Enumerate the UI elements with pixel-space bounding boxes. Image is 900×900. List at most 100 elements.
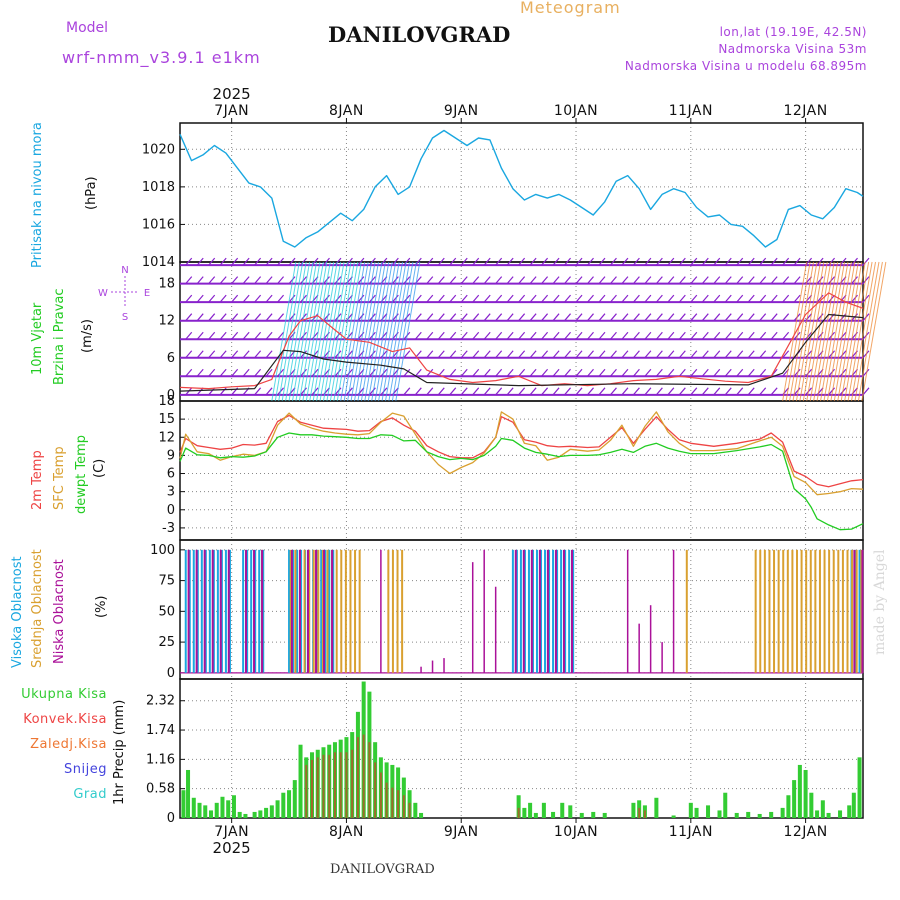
precip-conv-bar (345, 752, 348, 818)
precip-total-bar (281, 792, 286, 818)
wind-barb (736, 387, 744, 396)
precip-conv-bar (316, 757, 319, 818)
wind-barb (552, 276, 560, 285)
wind-barb (713, 350, 721, 359)
precip-conv-bar (643, 810, 646, 818)
wind-barb (610, 331, 617, 340)
wind-barb (518, 313, 526, 322)
wind-strong-stroke (360, 261, 386, 402)
precip-conv-bar (310, 759, 314, 818)
precip-total-bar (797, 764, 802, 818)
precip-total-bar (694, 807, 699, 818)
wind-barb (541, 294, 549, 303)
top-day-label: 9JAN (444, 103, 479, 119)
wind-barb (598, 387, 606, 396)
ytick-label: 0 (167, 503, 175, 518)
wind-barb (506, 313, 514, 322)
wind-barb (667, 257, 675, 266)
compass-s: S (122, 312, 128, 323)
wind-barb (414, 368, 422, 377)
wind-barb (793, 294, 801, 303)
wind-barb (242, 350, 250, 359)
wind-barb (575, 257, 583, 266)
ytick-label: 0.58 (146, 782, 175, 797)
wind-barb (185, 276, 193, 285)
wind-strong-stroke (395, 261, 421, 402)
wind-barb (667, 387, 675, 396)
wind-barb (323, 257, 330, 266)
wind-barb (380, 350, 388, 359)
precip-total-bar (287, 790, 292, 818)
wind-barb (621, 350, 629, 359)
wind-barb (701, 368, 709, 377)
wind-barb (667, 331, 675, 340)
wind-barb (793, 257, 801, 266)
ytick-label: 12 (158, 430, 175, 445)
wind-strong-stroke (333, 261, 359, 402)
wind-barb (518, 294, 526, 303)
wind-barb (254, 257, 262, 266)
precip-total-bar (186, 769, 191, 818)
ytick-label: 15 (158, 412, 175, 427)
wind-barb (460, 294, 468, 303)
wind-barb (403, 350, 411, 359)
wind-barb (403, 387, 411, 396)
wind-barb (816, 276, 824, 285)
wind-barb (678, 294, 686, 303)
wind-barb (690, 331, 698, 340)
wind-barb (529, 350, 537, 359)
wind-barb (621, 368, 629, 377)
wind-barb (736, 257, 744, 266)
wind-barb (575, 331, 583, 340)
wind-barb (345, 350, 353, 359)
precip-total-bar (237, 811, 242, 818)
precip-total-bar (214, 802, 219, 818)
wind-barb (610, 276, 617, 285)
wind-barb (678, 313, 686, 322)
wind-barb (747, 276, 755, 285)
precip-total-bar (231, 795, 236, 818)
ytick-label: 2.32 (146, 694, 175, 709)
wind-barb (495, 294, 503, 303)
wind-barb (713, 257, 721, 266)
wind-barb (265, 387, 273, 396)
wind-strong-stroke (288, 261, 314, 402)
wind-barb (839, 331, 847, 340)
precip-total-bar (857, 757, 862, 818)
wind-barb (770, 294, 778, 303)
wind-barb (449, 331, 457, 340)
wind-barb (747, 313, 755, 322)
wind-barb (518, 368, 526, 377)
ytick-label: -3 (162, 521, 175, 536)
wind-strong-stroke (278, 261, 304, 402)
wind-barb (495, 313, 503, 322)
wind-barb (690, 368, 698, 377)
wind-barb (208, 331, 216, 340)
wind-strong-stroke (364, 261, 390, 402)
wind-strong-stroke (851, 261, 877, 402)
wind-barb (701, 387, 709, 396)
wind-barb (713, 313, 721, 322)
wind-barb (288, 257, 296, 266)
wind-barb (483, 313, 491, 322)
precip-total-bar (792, 780, 797, 818)
wind-barb (587, 294, 594, 303)
wind-strong-stroke (292, 261, 317, 402)
precip-total-bar (579, 812, 584, 818)
wind-barb (782, 313, 790, 322)
wind-strong-stroke (813, 261, 839, 402)
wind-barb (541, 387, 549, 396)
panel-frame-precip (179, 678, 864, 819)
wind-strong-stroke (343, 261, 369, 402)
wind-barb (495, 350, 503, 359)
wind-strong-stroke (285, 261, 311, 402)
wind-barb (472, 257, 480, 266)
wind-barb (196, 331, 204, 340)
wind-barb (621, 257, 629, 266)
wind-barb (644, 331, 652, 340)
wind-barb (610, 294, 617, 303)
precip-total-bar (258, 810, 263, 818)
wind-barb (449, 387, 457, 396)
wind-barb (449, 368, 457, 377)
wind-barb (323, 294, 330, 303)
